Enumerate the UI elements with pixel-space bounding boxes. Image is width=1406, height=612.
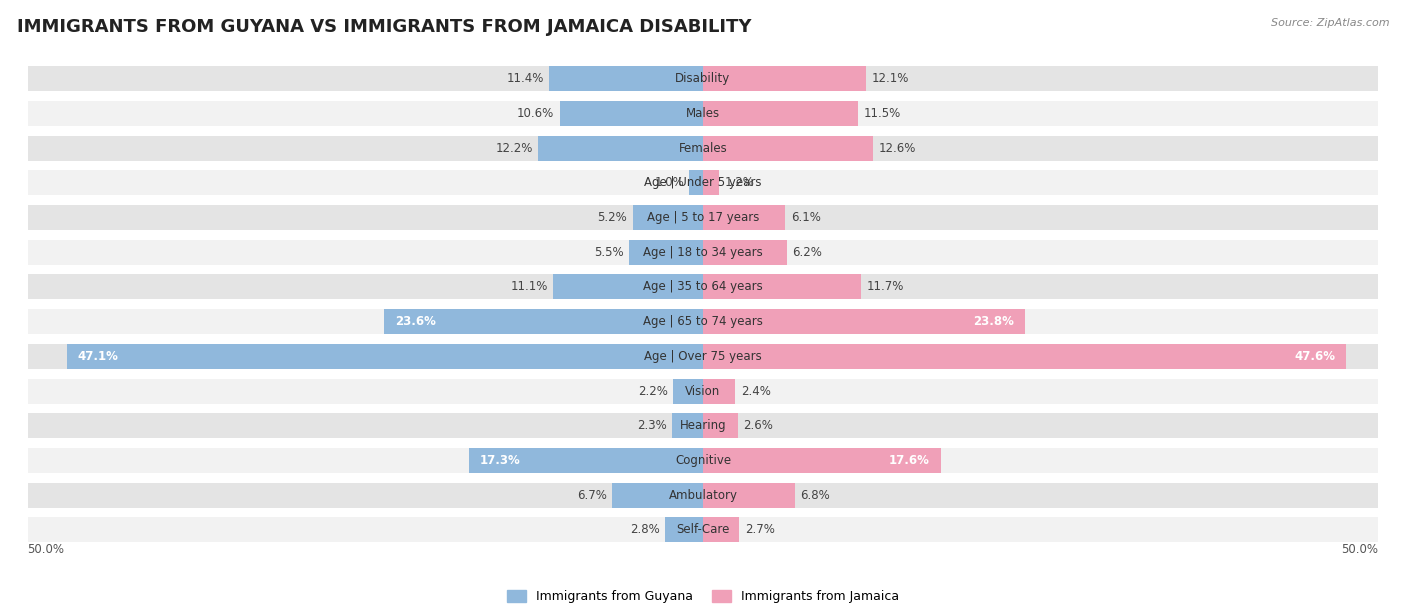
Bar (28, 66, 1378, 91)
Text: 2.3%: 2.3% (637, 419, 666, 432)
Text: 11.1%: 11.1% (510, 280, 548, 293)
Text: 12.2%: 12.2% (495, 141, 533, 154)
Bar (28, 101, 1378, 126)
Text: 10.6%: 10.6% (517, 106, 554, 120)
Bar (28, 413, 1378, 438)
Text: 11.7%: 11.7% (866, 280, 904, 293)
Bar (28, 274, 1378, 299)
Text: 47.6%: 47.6% (1294, 350, 1336, 363)
Text: Age | 18 to 34 years: Age | 18 to 34 years (643, 245, 763, 259)
Bar (703, 483, 794, 508)
Text: 12.6%: 12.6% (879, 141, 915, 154)
Bar (66, 344, 703, 369)
Bar (703, 274, 860, 299)
Text: 2.4%: 2.4% (741, 384, 770, 398)
Bar (628, 240, 703, 264)
Text: 12.1%: 12.1% (872, 72, 910, 85)
Text: 50.0%: 50.0% (1341, 543, 1378, 556)
Bar (28, 205, 1378, 230)
Bar (553, 274, 703, 299)
Bar (703, 413, 738, 438)
Bar (28, 135, 1378, 160)
Text: 5.5%: 5.5% (593, 245, 623, 259)
Bar (703, 135, 873, 160)
Text: 11.5%: 11.5% (863, 106, 901, 120)
Bar (384, 309, 703, 334)
Bar (703, 66, 866, 91)
Text: 11.4%: 11.4% (506, 72, 544, 85)
Bar (28, 309, 1378, 334)
Bar (28, 170, 1378, 195)
Bar (560, 101, 703, 126)
Text: Cognitive: Cognitive (675, 454, 731, 467)
Bar (633, 205, 703, 230)
Text: 2.7%: 2.7% (745, 523, 775, 537)
Bar (613, 483, 703, 508)
Bar (28, 483, 1378, 508)
Text: 6.1%: 6.1% (790, 211, 821, 224)
Text: 1.0%: 1.0% (654, 176, 685, 189)
Text: Age | 5 to 17 years: Age | 5 to 17 years (647, 211, 759, 224)
Bar (470, 448, 703, 473)
Bar (673, 379, 703, 403)
Text: Self-Care: Self-Care (676, 523, 730, 537)
Text: IMMIGRANTS FROM GUYANA VS IMMIGRANTS FROM JAMAICA DISABILITY: IMMIGRANTS FROM GUYANA VS IMMIGRANTS FRO… (17, 18, 751, 36)
Bar (703, 518, 740, 542)
Text: 2.8%: 2.8% (630, 523, 659, 537)
Text: 47.1%: 47.1% (77, 350, 118, 363)
Text: 2.2%: 2.2% (638, 384, 668, 398)
Bar (703, 101, 858, 126)
Text: 5.2%: 5.2% (598, 211, 627, 224)
Text: Females: Females (679, 141, 727, 154)
Bar (28, 344, 1378, 369)
Text: Ambulatory: Ambulatory (668, 489, 738, 502)
Bar (689, 170, 703, 195)
Text: 50.0%: 50.0% (28, 543, 65, 556)
Text: Disability: Disability (675, 72, 731, 85)
Text: Source: ZipAtlas.com: Source: ZipAtlas.com (1271, 18, 1389, 28)
Text: Age | Under 5 years: Age | Under 5 years (644, 176, 762, 189)
Bar (28, 518, 1378, 542)
Bar (28, 240, 1378, 264)
Bar (703, 448, 941, 473)
Bar (672, 413, 703, 438)
Text: Age | 35 to 64 years: Age | 35 to 64 years (643, 280, 763, 293)
Text: 6.8%: 6.8% (800, 489, 830, 502)
Legend: Immigrants from Guyana, Immigrants from Jamaica: Immigrants from Guyana, Immigrants from … (502, 585, 904, 608)
Bar (28, 379, 1378, 403)
Text: 1.2%: 1.2% (724, 176, 755, 189)
Bar (28, 448, 1378, 473)
Text: Vision: Vision (685, 384, 721, 398)
Text: 23.6%: 23.6% (395, 315, 436, 328)
Text: 23.8%: 23.8% (973, 315, 1014, 328)
Text: Hearing: Hearing (679, 419, 727, 432)
Text: 17.3%: 17.3% (479, 454, 520, 467)
Bar (703, 240, 787, 264)
Text: 6.2%: 6.2% (792, 245, 823, 259)
Text: 2.6%: 2.6% (744, 419, 773, 432)
Text: 17.6%: 17.6% (889, 454, 929, 467)
Text: Age | 65 to 74 years: Age | 65 to 74 years (643, 315, 763, 328)
Bar (703, 309, 1025, 334)
Bar (703, 344, 1346, 369)
Bar (548, 66, 703, 91)
Bar (703, 205, 786, 230)
Bar (703, 170, 720, 195)
Text: Males: Males (686, 106, 720, 120)
Bar (538, 135, 703, 160)
Bar (703, 379, 735, 403)
Text: Age | Over 75 years: Age | Over 75 years (644, 350, 762, 363)
Bar (665, 518, 703, 542)
Text: 6.7%: 6.7% (578, 489, 607, 502)
